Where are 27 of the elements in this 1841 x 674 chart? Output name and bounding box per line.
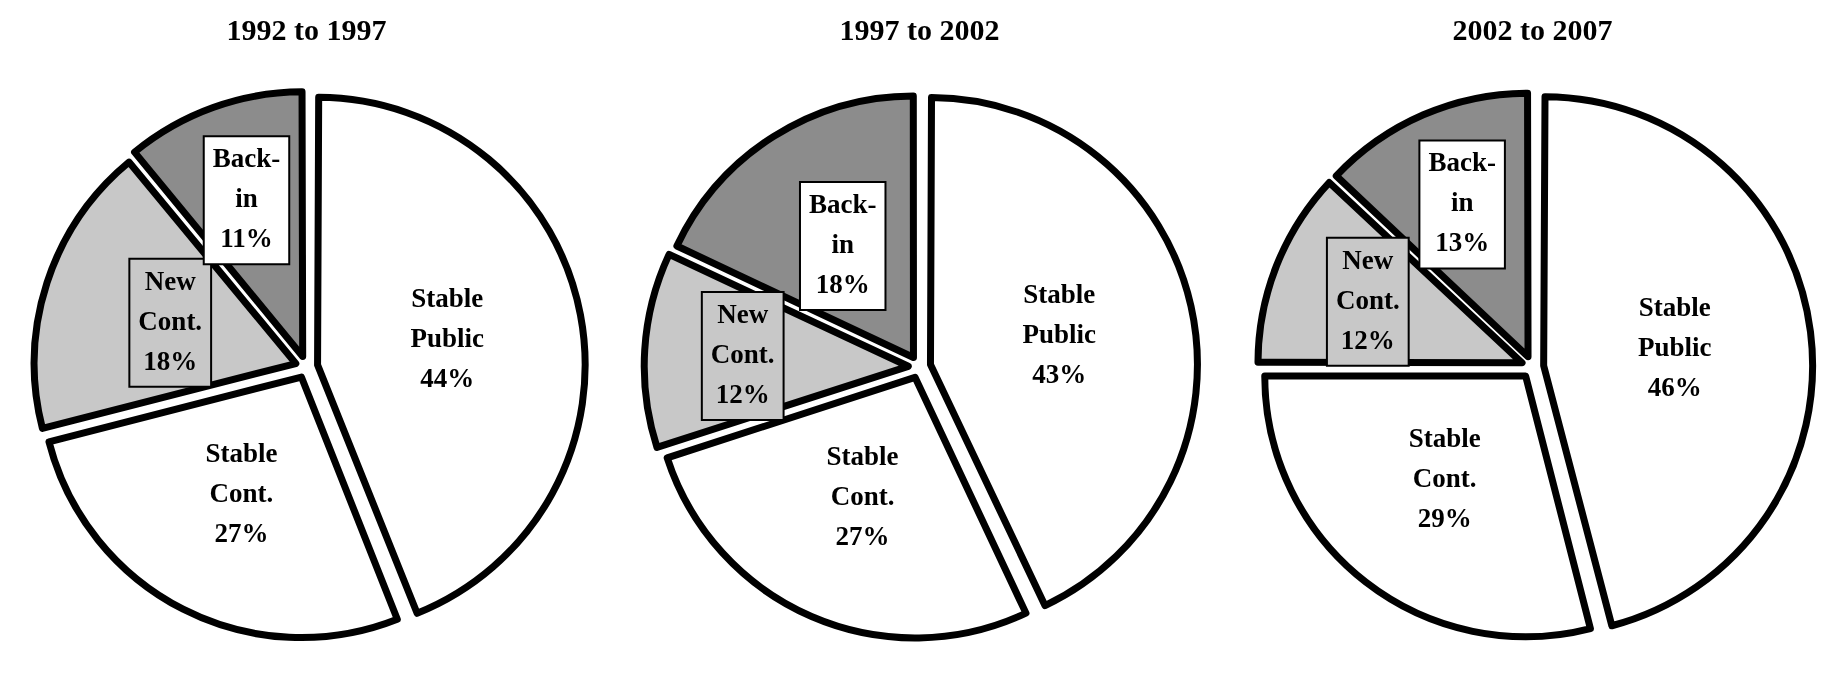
data-label: 13% — [1435, 227, 1490, 258]
slice-label: Stable Public — [1022, 278, 1097, 349]
chart-title: 1997 to 2002 — [839, 12, 1000, 46]
slice-label: Stable Cont. — [205, 437, 278, 508]
data-label: 11% — [220, 223, 273, 254]
data-label: 27% — [214, 517, 269, 548]
chart-title: 1992 to 1997 — [226, 12, 387, 46]
data-label: 46% — [1647, 372, 1702, 403]
slice-label: Back-in — [1428, 147, 1496, 218]
slice-label: New Cont. — [138, 265, 203, 336]
data-label: 18% — [815, 269, 870, 299]
slice-label: Stable Cont. — [826, 441, 899, 512]
chart-title: 2002 to 2007 — [1452, 12, 1613, 46]
slice-label: New Cont. — [710, 298, 775, 369]
data-label: 18% — [143, 345, 198, 376]
data-label: 27% — [835, 521, 890, 552]
data-label: 29% — [1417, 503, 1472, 534]
data-label: 43% — [1032, 358, 1087, 389]
slice-label: Stable Cont. — [1408, 423, 1481, 494]
slice-label: Stable Public — [410, 283, 485, 354]
slice-label: Stable Public — [1637, 292, 1712, 363]
data-label: 12% — [1340, 324, 1395, 355]
slice-label: Back-in — [808, 189, 877, 259]
slice-label: New Cont. — [1335, 244, 1400, 315]
slice-label: Back-in — [212, 143, 281, 214]
data-label: 12% — [715, 378, 770, 409]
data-label: 44% — [420, 363, 475, 394]
